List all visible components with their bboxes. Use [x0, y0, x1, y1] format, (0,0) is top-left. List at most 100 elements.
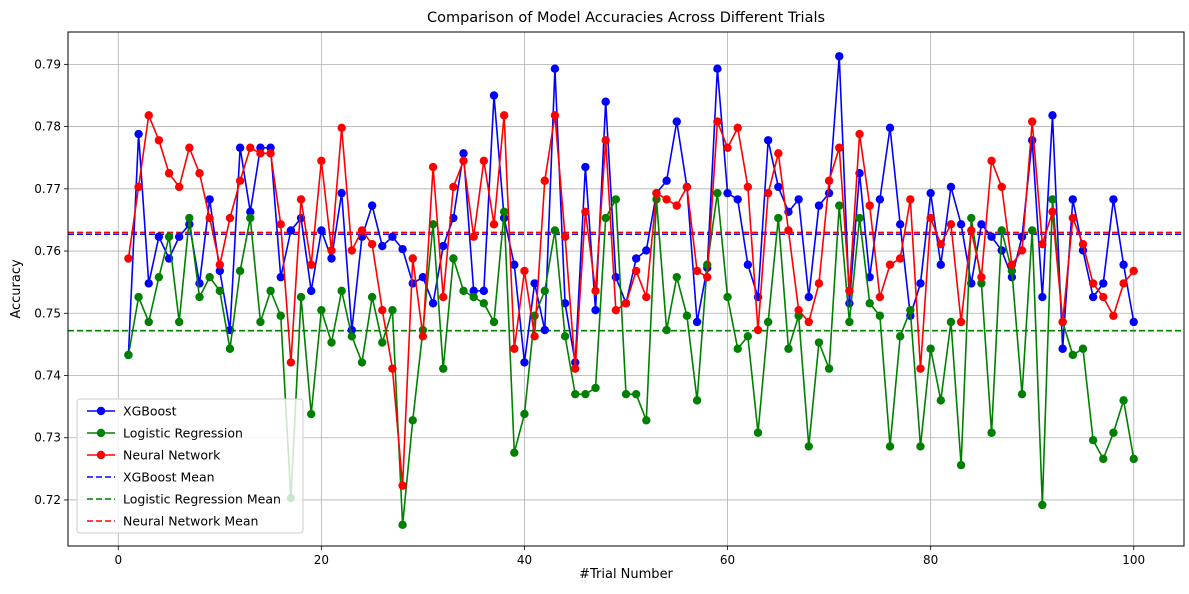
xgboost-point: [540, 325, 549, 335]
neural-network-point: [185, 143, 194, 152]
neural-network-point: [835, 143, 844, 152]
logistic-regression-point: [479, 299, 489, 308]
neural-network-point: [1048, 207, 1057, 217]
xgboost-point: [1058, 344, 1067, 353]
neural-network-point: [895, 254, 905, 263]
legend-item-xgboost: XGBoost: [87, 404, 177, 419]
xgboost-point: [774, 182, 783, 192]
xgboost-point: [895, 220, 905, 229]
logistic-regression-point: [946, 317, 956, 327]
logistic-regression-point: [144, 317, 153, 327]
neural-network-point: [144, 111, 153, 120]
neural-network-point: [845, 286, 854, 296]
neural-network-point: [611, 305, 621, 315]
xgboost-point: [1048, 111, 1057, 120]
neural-network-point: [784, 226, 793, 235]
x-axis-title: #Trial Number: [579, 567, 673, 582]
neural-network-point: [449, 182, 458, 192]
logistic-regression-point: [256, 317, 265, 327]
neural-network-point: [479, 156, 489, 166]
logistic-regression-point: [378, 338, 387, 347]
xgboost-point: [489, 91, 499, 100]
xgboost-point: [1017, 232, 1027, 241]
neural-network-point: [286, 358, 296, 367]
x-tick-label: 100: [1122, 553, 1145, 567]
xgboost-point: [946, 182, 956, 192]
neural-network-point: [804, 317, 813, 327]
x-tick-label: 60: [720, 553, 735, 567]
neural-network-point: [1088, 279, 1098, 288]
xgboost-point: [439, 241, 448, 251]
xgboost-point: [956, 220, 966, 229]
logistic-regression-point: [550, 226, 560, 235]
logistic-regression-point: [489, 317, 499, 327]
legend-label: Neural Network Mean: [123, 514, 258, 529]
neural-network-point: [550, 111, 560, 120]
neural-network-point: [246, 143, 255, 152]
legend-item-logistic-regression: Logistic Regression: [87, 426, 243, 441]
neural-network-point: [682, 182, 692, 192]
xgboost-point: [631, 254, 641, 263]
neural-network-point: [631, 266, 641, 276]
xgboost-point: [916, 279, 925, 288]
neural-network-point: [398, 481, 407, 490]
neural-network-point: [1068, 213, 1078, 223]
neural-network-point: [1027, 117, 1037, 126]
neural-network-point: [763, 188, 773, 198]
y-tick-label: 0.78: [34, 120, 61, 134]
axis-ticks: 0 20 40 60 80 100 0.72 0.73 0.74 0.75 0.76 0.77 0.78…: [34, 57, 1145, 567]
xgboost-point: [550, 64, 560, 73]
logistic-regression-point: [225, 344, 235, 353]
neural-network-point: [652, 188, 661, 198]
xgboost-point: [794, 195, 803, 204]
neural-network-point: [418, 332, 428, 341]
logistic-regression-point: [296, 292, 306, 302]
xgboost-point: [428, 299, 438, 308]
neural-network-point: [1058, 317, 1067, 327]
neural-network-point: [1099, 292, 1108, 302]
logistic-regression-point: [591, 383, 600, 393]
neural-network-point: [1078, 239, 1088, 249]
neural-network-point: [520, 266, 529, 276]
neural-network-point: [276, 220, 285, 229]
logistic-regression-point: [906, 305, 915, 315]
xgboost-point: [520, 358, 529, 367]
logistic-regression-point: [916, 442, 925, 451]
logistic-regression-point: [885, 442, 895, 451]
neural-network-point: [814, 279, 824, 288]
neural-network-point: [571, 364, 580, 373]
logistic-regression-point: [134, 292, 143, 302]
logistic-regression-point: [215, 286, 225, 296]
neural-network-point: [1129, 266, 1138, 276]
logistic-regression-point: [327, 338, 336, 347]
logistic-regression-point: [753, 428, 763, 437]
neural-network-point: [357, 226, 367, 235]
neural-network-point: [1119, 279, 1128, 288]
neural-network-point: [774, 149, 783, 158]
neural-network-point: [946, 220, 956, 229]
legend-label: Logistic Regression: [123, 426, 243, 441]
logistic-regression-point: [672, 272, 681, 282]
logistic-regression-point: [276, 311, 285, 320]
logistic-regression-point: [713, 188, 722, 198]
xgboost-point: [286, 226, 296, 235]
logistic-regression-point: [845, 317, 854, 327]
neural-network-point: [743, 182, 753, 192]
xgboost-point: [479, 286, 489, 296]
logistic-regression-point: [581, 389, 590, 399]
logistic-regression-point: [723, 292, 732, 302]
plot-frame: [67, 31, 1185, 547]
neural-network-point: [134, 182, 143, 192]
y-tick-label: 0.75: [34, 306, 61, 320]
xgboost-point: [1038, 292, 1047, 302]
logistic-regression-point: [875, 311, 885, 320]
neural-network-point: [296, 195, 306, 204]
xgboost-point: [713, 64, 722, 73]
xgboost-point: [174, 232, 184, 241]
y-tick-label: 0.72: [34, 493, 61, 507]
neural-network-point: [164, 169, 174, 178]
logistic-regression-point: [439, 364, 448, 373]
logistic-regression-series: [124, 188, 1138, 530]
logistic-regression-point: [408, 416, 417, 425]
